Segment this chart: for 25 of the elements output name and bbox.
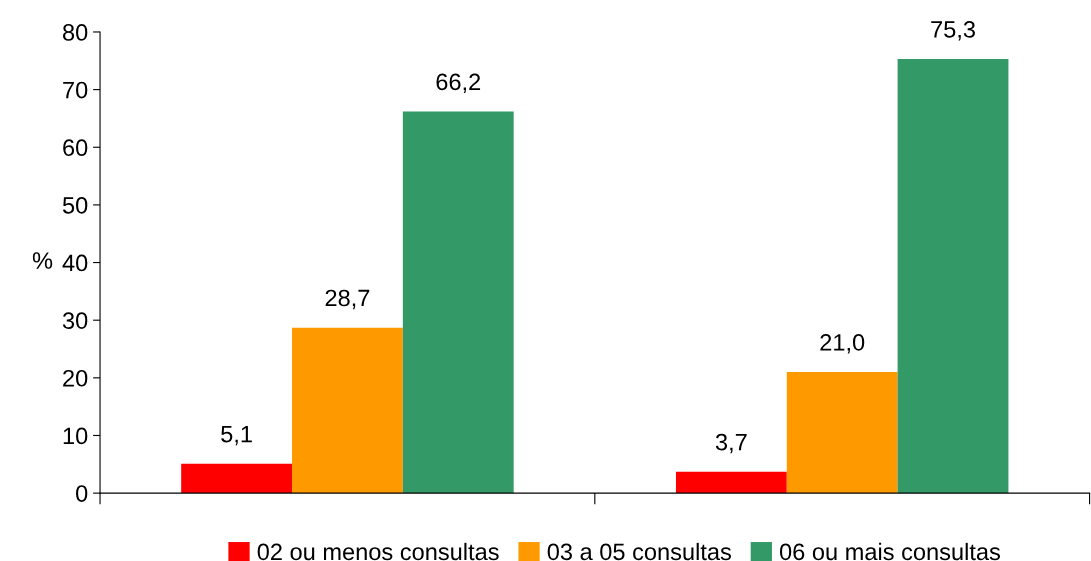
bar bbox=[181, 463, 293, 494]
y-tick-label: 80 bbox=[63, 24, 88, 41]
y-tick-label: 10 bbox=[63, 427, 88, 445]
y-tick-label: 70 bbox=[63, 81, 88, 99]
legend-label: 06 ou mais consultas bbox=[779, 542, 1000, 561]
bar bbox=[675, 471, 787, 494]
bar bbox=[786, 372, 898, 494]
data-label: 21,0 bbox=[820, 334, 865, 354]
y-tick-label: 50 bbox=[62, 196, 88, 214]
bar bbox=[897, 59, 1009, 494]
legend-label: 02 ou menos consultas bbox=[257, 542, 499, 561]
bar bbox=[292, 327, 403, 494]
data-label: 66,2 bbox=[436, 73, 481, 93]
y-tick-label: 0 bbox=[76, 485, 88, 502]
y-tick-label: 20 bbox=[63, 369, 88, 387]
y-tick-label: 40 bbox=[62, 254, 88, 272]
y-tick-label: 60 bbox=[63, 139, 88, 157]
data-label: 75,3 bbox=[931, 21, 975, 41]
data-label: 3,7 bbox=[715, 433, 747, 454]
legend-label: 03 a 05 consultas bbox=[547, 542, 731, 561]
y-tick-label: 30 bbox=[62, 312, 88, 329]
data-label: 28,7 bbox=[325, 289, 370, 310]
data-label: 5,1 bbox=[221, 425, 252, 446]
bar bbox=[402, 111, 514, 494]
y-axis-title: % bbox=[32, 252, 53, 269]
